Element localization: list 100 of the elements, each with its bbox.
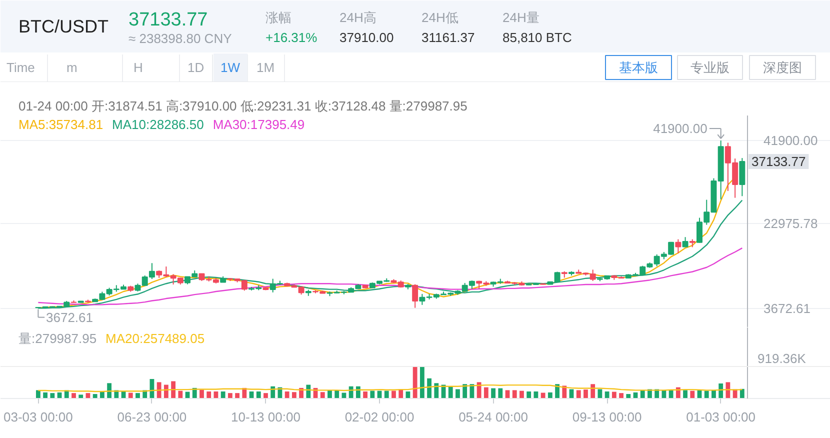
bar	[612, 392, 616, 398]
bar	[384, 390, 389, 398]
bar	[420, 366, 424, 398]
text: +16.31%	[266, 30, 318, 45]
text: 24H量	[502, 10, 540, 25]
bar	[171, 381, 176, 398]
bar	[476, 382, 482, 398]
text: Time	[6, 60, 35, 75]
x-tick-label: 10-13 00:00	[231, 410, 300, 424]
bar	[220, 391, 226, 398]
line-series	[38, 200, 743, 309]
bar	[370, 390, 375, 398]
bar	[498, 388, 503, 398]
annotation: 919.36K	[758, 351, 806, 366]
bar	[284, 391, 290, 398]
text: 量:279987.95	[18, 331, 97, 346]
x-tick-label: 06-23 00:00	[117, 410, 187, 424]
y-tick-label: 41900.00	[764, 133, 818, 148]
text: MA30:17395.49	[212, 117, 305, 132]
bar	[164, 384, 168, 398]
bar	[526, 391, 532, 398]
x-tick-label: 03-03 00:00	[3, 410, 73, 424]
bar	[306, 384, 311, 398]
bar	[555, 384, 560, 398]
text: 31161.37	[422, 30, 475, 45]
bar	[456, 389, 460, 398]
bar	[619, 393, 624, 398]
bar	[718, 383, 724, 398]
text: MA20:257489.05	[106, 331, 205, 346]
y-tick-label: 22975.78	[764, 216, 818, 232]
bar	[292, 392, 296, 398]
bar	[491, 388, 496, 398]
chart-title: 01-24 00:00 开:31874.51 高:37910.00 低:29231.31 收:37128.48 量:279987.95	[18, 98, 468, 114]
bar	[128, 392, 133, 398]
text: 37133.77	[752, 154, 806, 169]
text: 涨幅	[266, 10, 292, 25]
bar	[264, 393, 268, 398]
text: BTC/USDT	[18, 16, 109, 36]
text: ≈ 238398.80 CNY	[128, 31, 232, 46]
bar	[72, 393, 76, 398]
line-series	[38, 247, 743, 306]
text: H	[134, 60, 143, 75]
text: MA10:28286.50	[112, 117, 204, 132]
x-tick-label: 09-13 00:00	[572, 410, 642, 424]
annotation: 41900.00	[653, 121, 708, 136]
text: 1M	[256, 60, 275, 75]
text: 24H低	[422, 10, 458, 25]
bar	[320, 392, 325, 398]
bar	[156, 382, 162, 398]
bar	[206, 391, 212, 398]
bar	[562, 386, 567, 398]
bar	[704, 390, 709, 398]
text: 基本版	[619, 60, 658, 75]
bar	[576, 390, 581, 398]
x-tick-label: 05-24 00:00	[458, 410, 528, 424]
candlestick	[739, 158, 746, 197]
bar	[598, 389, 602, 398]
text: m	[66, 60, 78, 75]
text: 1W	[220, 60, 241, 75]
bar	[626, 394, 631, 398]
bar	[43, 392, 48, 398]
bar	[235, 393, 240, 398]
text: 24H高	[340, 10, 376, 25]
bar	[690, 390, 695, 398]
x-tick-label: 01-03 00:00	[686, 410, 756, 424]
bar	[36, 390, 40, 398]
text: 专业版	[690, 60, 730, 75]
bar	[462, 384, 468, 398]
bar	[228, 393, 232, 398]
bar	[256, 391, 261, 398]
text: 深度图	[763, 60, 802, 75]
bar	[92, 394, 98, 398]
bar	[434, 383, 439, 398]
candlestick	[675, 238, 682, 254]
bar	[548, 392, 552, 398]
bar	[107, 383, 112, 398]
bar	[50, 393, 55, 398]
bar	[584, 390, 588, 398]
bar	[604, 391, 610, 398]
text: 1D	[188, 60, 204, 75]
bar	[740, 388, 744, 398]
bar	[136, 393, 140, 398]
annotation: 3672.61	[46, 310, 94, 325]
bar	[484, 387, 488, 398]
bar	[363, 391, 368, 398]
text: 85,810 BTC	[502, 30, 572, 45]
bar	[512, 390, 517, 398]
candlestick	[412, 284, 418, 308]
bar	[427, 378, 432, 398]
y-tick-label: 3672.61	[764, 300, 810, 316]
bar	[520, 390, 524, 398]
bar	[540, 392, 546, 398]
bar	[392, 390, 396, 398]
text: 37133.77	[128, 10, 208, 30]
bar	[178, 390, 183, 398]
bar	[448, 386, 453, 398]
x-tick-label: 02-02 00:00	[344, 410, 414, 424]
bar	[726, 382, 730, 398]
bar	[412, 366, 418, 398]
text: MA5:35734.81	[18, 117, 104, 132]
